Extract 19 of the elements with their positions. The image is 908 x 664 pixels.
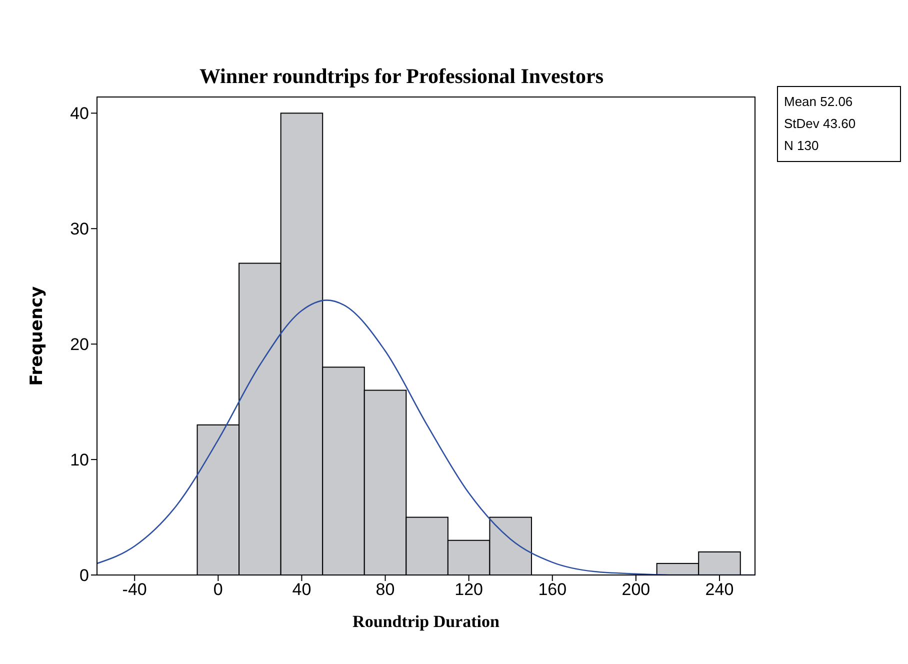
x-tick-label: 120 xyxy=(454,580,484,600)
y-axis-title: Frequency xyxy=(27,286,48,386)
y-tick-label: 0 xyxy=(80,566,89,586)
y-tick-label: 40 xyxy=(70,104,89,124)
text: Mean 52.06 xyxy=(784,93,854,111)
x-tick-label: 200 xyxy=(622,580,650,600)
text: StDev 43.60 xyxy=(784,115,857,133)
y-tick-label: 30 xyxy=(70,220,89,239)
y-tick-label: 10 xyxy=(70,450,89,470)
x-tick-label: -40 xyxy=(122,580,147,600)
y-tick-label: 20 xyxy=(70,335,89,354)
x-tick-label: 0 xyxy=(213,580,223,600)
text: N 130 xyxy=(784,137,820,155)
x-tick-label: 160 xyxy=(538,580,567,600)
x-tick-label: 240 xyxy=(705,580,734,600)
x-axis-title: Roundtrip Duration xyxy=(352,612,500,632)
x-tick-label: 80 xyxy=(376,580,395,600)
chart-title: Winner roundtrips for Professional Investors xyxy=(198,64,605,89)
x-tick-label: 40 xyxy=(292,580,312,600)
